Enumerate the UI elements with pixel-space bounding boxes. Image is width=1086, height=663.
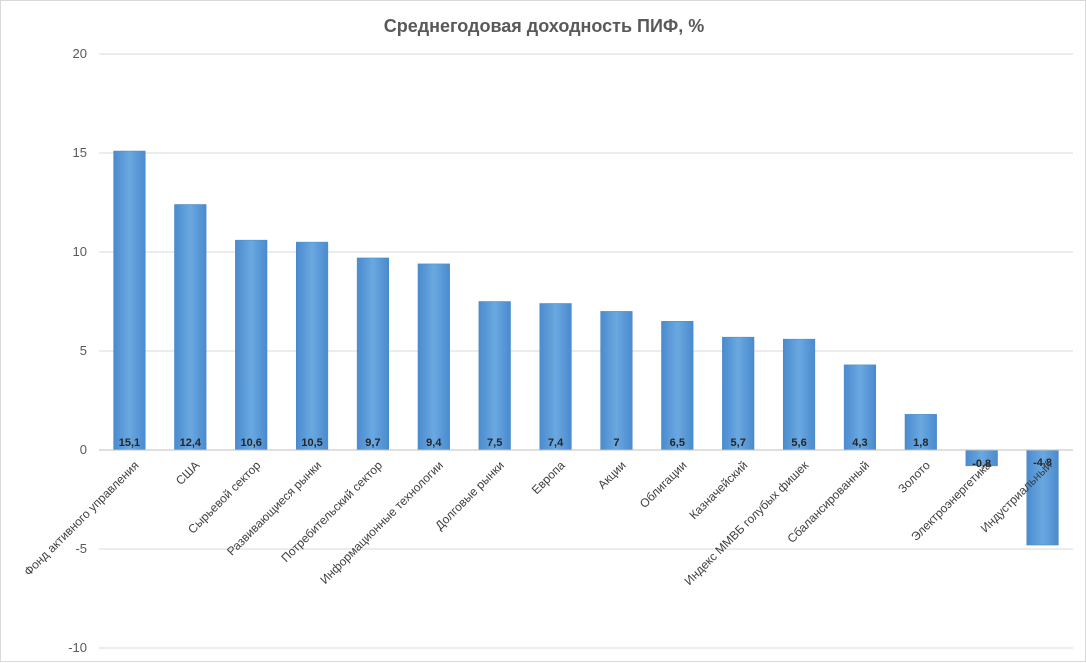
category-label: Индекс ММВБ голубых фишек	[681, 458, 811, 588]
category-label: Золото	[895, 458, 933, 496]
data-label: -4,8	[1033, 457, 1052, 469]
data-label: 1,8	[913, 437, 928, 449]
category-label: Казначейский	[686, 458, 750, 522]
data-label: 5,7	[731, 437, 746, 449]
category-label: Облигации	[637, 458, 690, 511]
data-labels: 15,1 12,4 10,6 10,5 9,7 9,4 7,5 7,4 7 6,5 5,7 5,6 4,…	[119, 437, 1052, 470]
category-label: США	[173, 458, 202, 487]
data-label: 7,5	[487, 437, 502, 449]
category-label: Европа	[529, 458, 568, 497]
data-label: 15,1	[119, 437, 140, 449]
bar	[478, 301, 511, 451]
data-label: 6,5	[670, 437, 685, 449]
bar	[904, 414, 937, 451]
data-label: 9,7	[365, 437, 380, 449]
bars	[113, 150, 1059, 546]
y-tick-label: 10	[73, 244, 87, 259]
data-label: 7	[613, 437, 619, 449]
bar	[722, 336, 755, 451]
y-tick-label: -10	[68, 640, 87, 655]
category-label: Фонд активного управления	[21, 458, 141, 578]
y-tick-label: 15	[73, 145, 87, 160]
chart-title: Среднегодовая доходность ПИФ, %	[384, 16, 705, 36]
bar	[174, 204, 207, 451]
data-label: 4,3	[852, 437, 867, 449]
bar	[1026, 449, 1059, 546]
data-label: 5,6	[791, 437, 806, 449]
category-label: Акции	[595, 458, 629, 492]
data-label: 7,4	[548, 437, 564, 449]
bar	[356, 257, 390, 451]
bar	[600, 311, 633, 451]
y-tick-label: -5	[75, 541, 87, 556]
data-label: -0,8	[972, 458, 991, 470]
data-label: 10,5	[301, 437, 322, 449]
bar	[661, 321, 694, 451]
y-tick-label: 0	[80, 442, 87, 457]
y-tick-label: 20	[73, 46, 87, 61]
data-label: 9,4	[426, 437, 442, 449]
bar	[417, 263, 450, 451]
y-tick-label: 5	[80, 343, 87, 358]
bar	[539, 303, 572, 451]
data-label: 10,6	[240, 437, 261, 449]
bar	[235, 239, 268, 451]
bar	[113, 150, 146, 451]
bar	[782, 338, 816, 451]
category-label: Информационные технологии	[317, 458, 446, 587]
y-axis-ticks: -10 -5 0 5 10 15 20	[68, 46, 87, 655]
bar	[295, 241, 329, 451]
data-label: 12,4	[180, 437, 202, 449]
